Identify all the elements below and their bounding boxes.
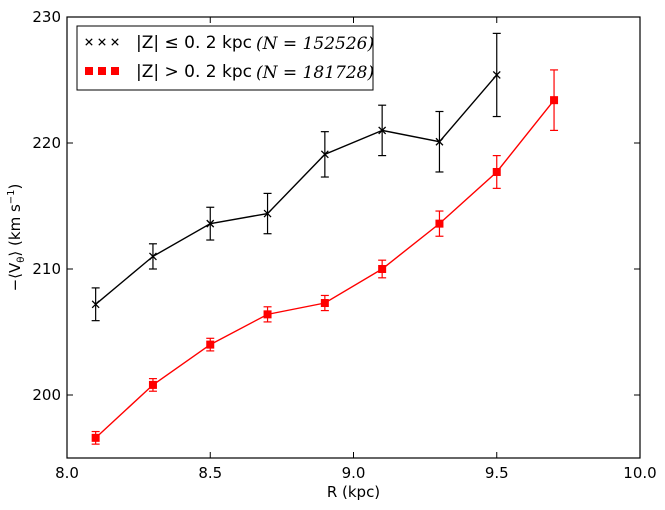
data-point-x-b xyxy=(492,71,501,79)
data-point-x-b xyxy=(91,300,100,309)
y-axis-label-end: ) xyxy=(6,184,24,190)
data-point-square xyxy=(263,310,272,319)
legend-x-marker-b xyxy=(111,38,119,46)
ticks-layer: 8.0 8.5 9.0 9.5 10.0 200 210 220 230 xyxy=(32,8,656,482)
series-red-square xyxy=(91,69,559,445)
data-point-square xyxy=(435,219,444,228)
legend-entry-red-square: |Z| > 0. 2 kpc (N = 181728) xyxy=(85,62,374,83)
x-axis-label: R (kpc) xyxy=(327,483,380,501)
legend-square-marker xyxy=(85,67,93,75)
x-tick-label: 10.0 xyxy=(623,464,656,482)
data-point-x-b xyxy=(206,219,215,228)
legend: |Z| ≤ 0. 2 kpc (N = 152526) |Z| > 0. 2 k… xyxy=(76,25,374,91)
data-point-square xyxy=(148,380,157,389)
data-point-square xyxy=(91,433,100,442)
y-axis-label-unit: ⟩ (km s xyxy=(6,204,24,257)
data-point-square xyxy=(320,299,329,308)
data-point-square xyxy=(550,96,559,105)
x-tick-label: 8.0 xyxy=(55,464,79,482)
legend-box xyxy=(76,25,374,91)
legend-square-markers xyxy=(85,67,119,75)
data-point-square xyxy=(492,167,501,176)
data-point-x-b xyxy=(435,137,444,146)
data-point-x-b xyxy=(263,209,272,218)
legend-square-marker xyxy=(98,67,106,75)
data-point-square xyxy=(378,265,387,273)
legend-square-marker xyxy=(111,67,119,75)
y-tick-label: 200 xyxy=(32,386,61,404)
data-point-x-b xyxy=(148,252,157,261)
legend-count-red: (N = 181728) xyxy=(256,63,374,83)
plot-layer xyxy=(91,32,559,445)
legend-entry-black-x: |Z| ≤ 0. 2 kpc (N = 152526) xyxy=(85,33,374,54)
legend-label-black: |Z| ≤ 0. 2 kpc xyxy=(136,33,252,53)
y-tick-label: 220 xyxy=(32,134,61,152)
y-axis-label-sub: θ xyxy=(16,257,27,263)
legend-x-marker-b xyxy=(98,38,106,46)
legend-x-marker-b xyxy=(85,38,93,46)
y-axis-label-main: −⟨V xyxy=(6,262,24,291)
series-black-x xyxy=(91,32,501,322)
data-point-x-b xyxy=(378,126,387,135)
data-point-x-b xyxy=(320,150,329,159)
y-axis-label-sup: −1 xyxy=(6,189,17,204)
legend-count-black: (N = 152526) xyxy=(256,34,374,54)
x-tick-label: 9.5 xyxy=(485,464,509,482)
y-axis-label: −⟨Vθ⟩ (km s−1) xyxy=(6,184,27,292)
legend-x-markers xyxy=(85,38,119,46)
data-point-square xyxy=(206,340,215,349)
y-tick-label: 210 xyxy=(32,260,61,278)
legend-label-red: |Z| > 0. 2 kpc xyxy=(136,62,252,82)
series-line xyxy=(95,74,498,305)
x-tick-label: 9.0 xyxy=(342,464,366,482)
y-tick-label: 230 xyxy=(32,8,61,26)
x-tick-label: 8.5 xyxy=(198,464,222,482)
